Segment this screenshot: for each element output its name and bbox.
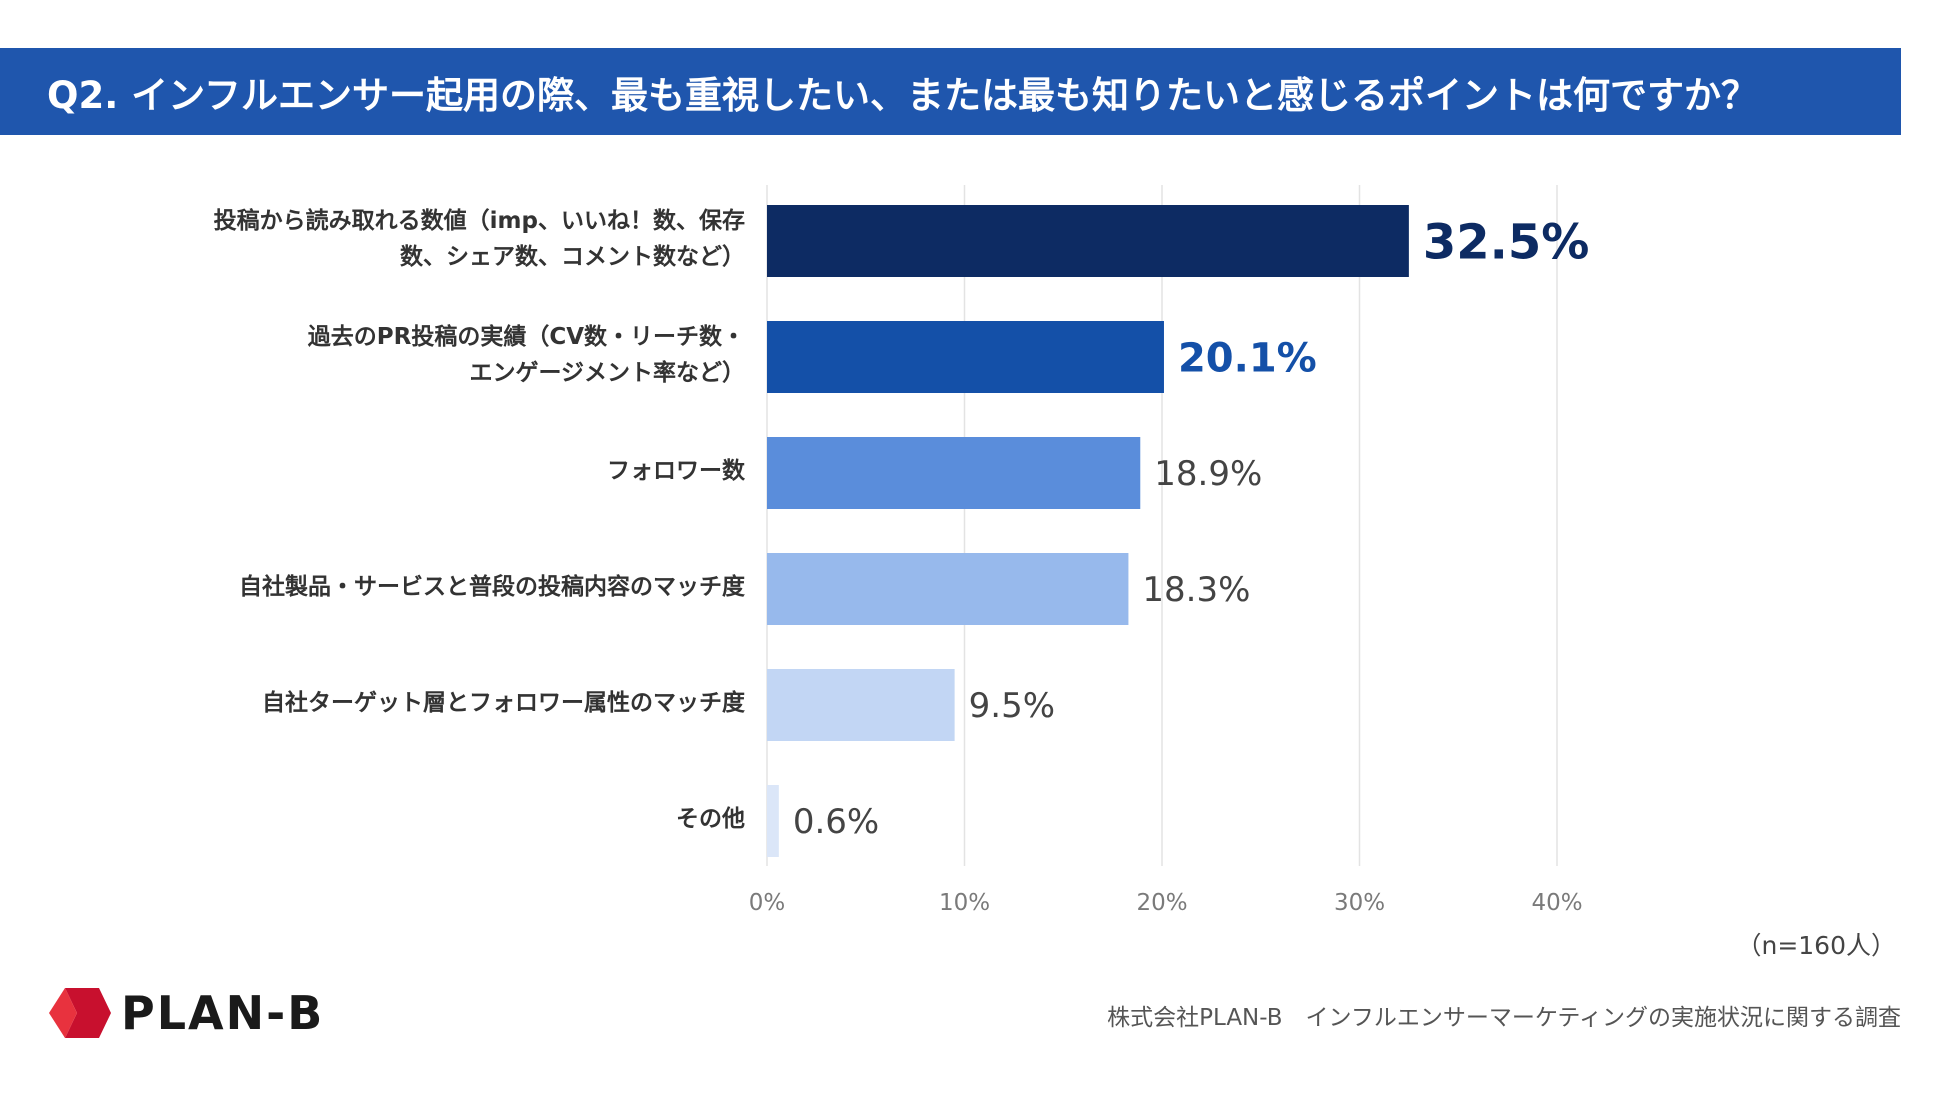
bar xyxy=(767,437,1141,509)
category-label-line: 自社ターゲット層とフォロワー属性のマッチ度 xyxy=(262,690,745,716)
bar xyxy=(767,553,1129,625)
category-label-line: 数、シェア数、コメント数など） xyxy=(400,244,745,270)
chart-title: Q2. インフルエンサー起用の際、最も重視したい、または最も知りたいと感じるポイ… xyxy=(0,48,1901,135)
category-label: フォロワー数 xyxy=(607,453,745,489)
x-tick-label: 20% xyxy=(1136,890,1187,916)
value-label: 0.6% xyxy=(793,802,879,842)
category-label: 自社ターゲット層とフォロワー属性のマッチ度 xyxy=(262,685,745,721)
category-label-line: 過去のPR投稿の実績（CV数・リーチ数・ xyxy=(307,324,745,350)
sample-size-note: （n=160人） xyxy=(1736,931,1896,960)
value-label: 18.9% xyxy=(1154,454,1262,494)
category-label: 自社製品・サービスと普段の投稿内容のマッチ度 xyxy=(239,569,745,605)
x-tick-label: 0% xyxy=(749,890,786,916)
value-label: 32.5% xyxy=(1423,214,1590,270)
category-label-line: 自社製品・サービスと普段の投稿内容のマッチ度 xyxy=(239,574,745,600)
bar xyxy=(767,785,779,857)
plan-b-logo: PLAN-B xyxy=(49,986,324,1040)
category-label: その他 xyxy=(676,801,745,837)
x-tick-label: 10% xyxy=(939,890,990,916)
category-label: 過去のPR投稿の実績（CV数・リーチ数・エンゲージメント率など） xyxy=(308,319,745,391)
logo-text: PLAN-B xyxy=(121,986,325,1040)
x-tick-label: 40% xyxy=(1531,890,1582,916)
category-label-line: エンゲージメント率など） xyxy=(469,360,745,386)
category-label: 投稿から読み取れる数値（imp、いいね！数、保存数、シェア数、コメント数など） xyxy=(214,203,745,275)
bar xyxy=(767,321,1164,393)
category-label-line: 投稿から読み取れる数値（imp、いいね！数、保存 xyxy=(213,208,745,234)
value-label: 20.1% xyxy=(1178,335,1317,381)
plan-b-logo-icon xyxy=(49,988,111,1038)
category-label-line: フォロワー数 xyxy=(607,458,745,484)
bar xyxy=(767,205,1409,277)
value-label: 9.5% xyxy=(969,686,1055,726)
x-tick-label: 30% xyxy=(1334,890,1385,916)
source-footer: 株式会社PLAN-B インフルエンサーマーケティングの実施状況に関する調査 xyxy=(1107,1005,1901,1031)
bar xyxy=(767,669,955,741)
value-label: 18.3% xyxy=(1142,570,1250,610)
category-label-line: その他 xyxy=(676,806,745,832)
